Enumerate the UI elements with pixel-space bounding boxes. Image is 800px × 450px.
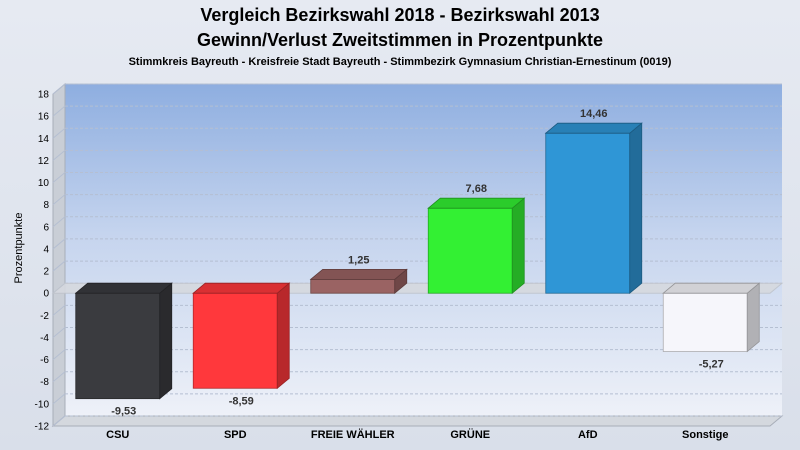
y-tick-label: 0 <box>43 289 49 300</box>
chart-caption: Stimmkreis Bayreuth - Kreisfreie Stadt B… <box>129 56 672 68</box>
value-label: 1,25 <box>348 254 369 266</box>
gridline-side <box>52 260 66 272</box>
plot-back-wall <box>65 84 782 416</box>
y-axis: 18 16 14 12 10 8 6 4 2 0 -2 -4 -6 -8 -10 -12 <box>35 90 50 433</box>
bar-top <box>544 122 643 134</box>
gridline-side <box>52 327 66 338</box>
y-axis-label: Prozentpunkte <box>13 213 25 284</box>
gridline-side <box>52 415 66 427</box>
y-tick-label: 8 <box>43 200 49 211</box>
chart-subtitle: Gewinn/Verlust Zweitstimmen in Prozentpu… <box>197 30 603 50</box>
gridline-side <box>52 194 66 206</box>
plot-floor <box>51 415 784 427</box>
y-tick-label: -4 <box>40 333 49 344</box>
bar-4 <box>544 122 643 295</box>
gridline-side <box>52 172 66 183</box>
y-tick-label: -8 <box>40 377 49 388</box>
bar-5 <box>662 282 761 353</box>
gridline-side <box>52 83 66 95</box>
y-tick-label: 12 <box>38 156 50 167</box>
y-tick-label: 2 <box>43 267 49 278</box>
value-label: -8,59 <box>229 395 254 407</box>
bar-top <box>309 268 408 280</box>
bar-side <box>276 282 290 390</box>
value-label: 7,68 <box>466 183 487 195</box>
gridline-side <box>52 238 66 250</box>
bar-top <box>74 282 173 294</box>
bar-top <box>427 197 526 209</box>
gridline-side <box>52 127 66 139</box>
category-label: CSU <box>106 429 129 441</box>
y-tick-label: -10 <box>35 399 50 410</box>
bar-top <box>662 282 761 294</box>
bars: -9,53 -8,59 1,25 7,68 14,46 -5,27 <box>74 108 761 418</box>
bar-side <box>511 197 525 295</box>
bar-2 <box>309 268 408 295</box>
value-label: -9,53 <box>111 406 136 418</box>
y-tick-label: -6 <box>40 355 49 366</box>
gridline-side <box>52 393 66 405</box>
bar-front <box>662 292 748 352</box>
bar-front <box>310 278 396 294</box>
gridline-side <box>52 349 66 360</box>
bar-front <box>545 132 631 294</box>
plot-side-wall <box>52 82 66 428</box>
bar-front <box>427 207 513 294</box>
y-tick-label: -2 <box>40 311 49 322</box>
x-axis: CSU SPD FREIE WÄHLER GRÜNE AfD Sonstige <box>106 428 728 441</box>
bar-1 <box>192 282 291 390</box>
bar-side <box>159 282 173 400</box>
value-label: 14,46 <box>580 108 608 120</box>
chart-title: Vergleich Bezirkswahl 2018 - Bezirkswahl… <box>200 5 599 25</box>
category-label: SPD <box>224 429 247 441</box>
category-label: Sonstige <box>682 429 728 441</box>
bar-front <box>192 292 278 389</box>
value-label: -5,27 <box>699 359 724 371</box>
category-label: GRÜNE <box>450 428 490 441</box>
gridline-side <box>52 150 66 161</box>
bar-side <box>629 122 643 295</box>
y-tick-label: 6 <box>43 222 49 233</box>
plot-area <box>51 82 784 428</box>
bar-top <box>192 282 291 294</box>
y-tick-label: 14 <box>38 134 50 145</box>
category-label: FREIE WÄHLER <box>311 428 395 441</box>
y-tick-label: 4 <box>43 244 49 255</box>
gridline-side <box>52 371 66 383</box>
bar-3 <box>427 197 526 295</box>
category-label: AfD <box>578 429 598 441</box>
bar-side <box>746 282 760 353</box>
y-tick-label: 16 <box>38 112 50 123</box>
gridline-side <box>52 105 66 117</box>
gridline-side <box>52 304 66 316</box>
y-tick-label: 10 <box>38 178 50 189</box>
y-tick-label: -12 <box>35 422 50 433</box>
bar-front <box>75 292 161 400</box>
gridline-side <box>52 216 66 228</box>
y-tick-label: 18 <box>38 90 50 101</box>
bar-0 <box>74 282 173 400</box>
